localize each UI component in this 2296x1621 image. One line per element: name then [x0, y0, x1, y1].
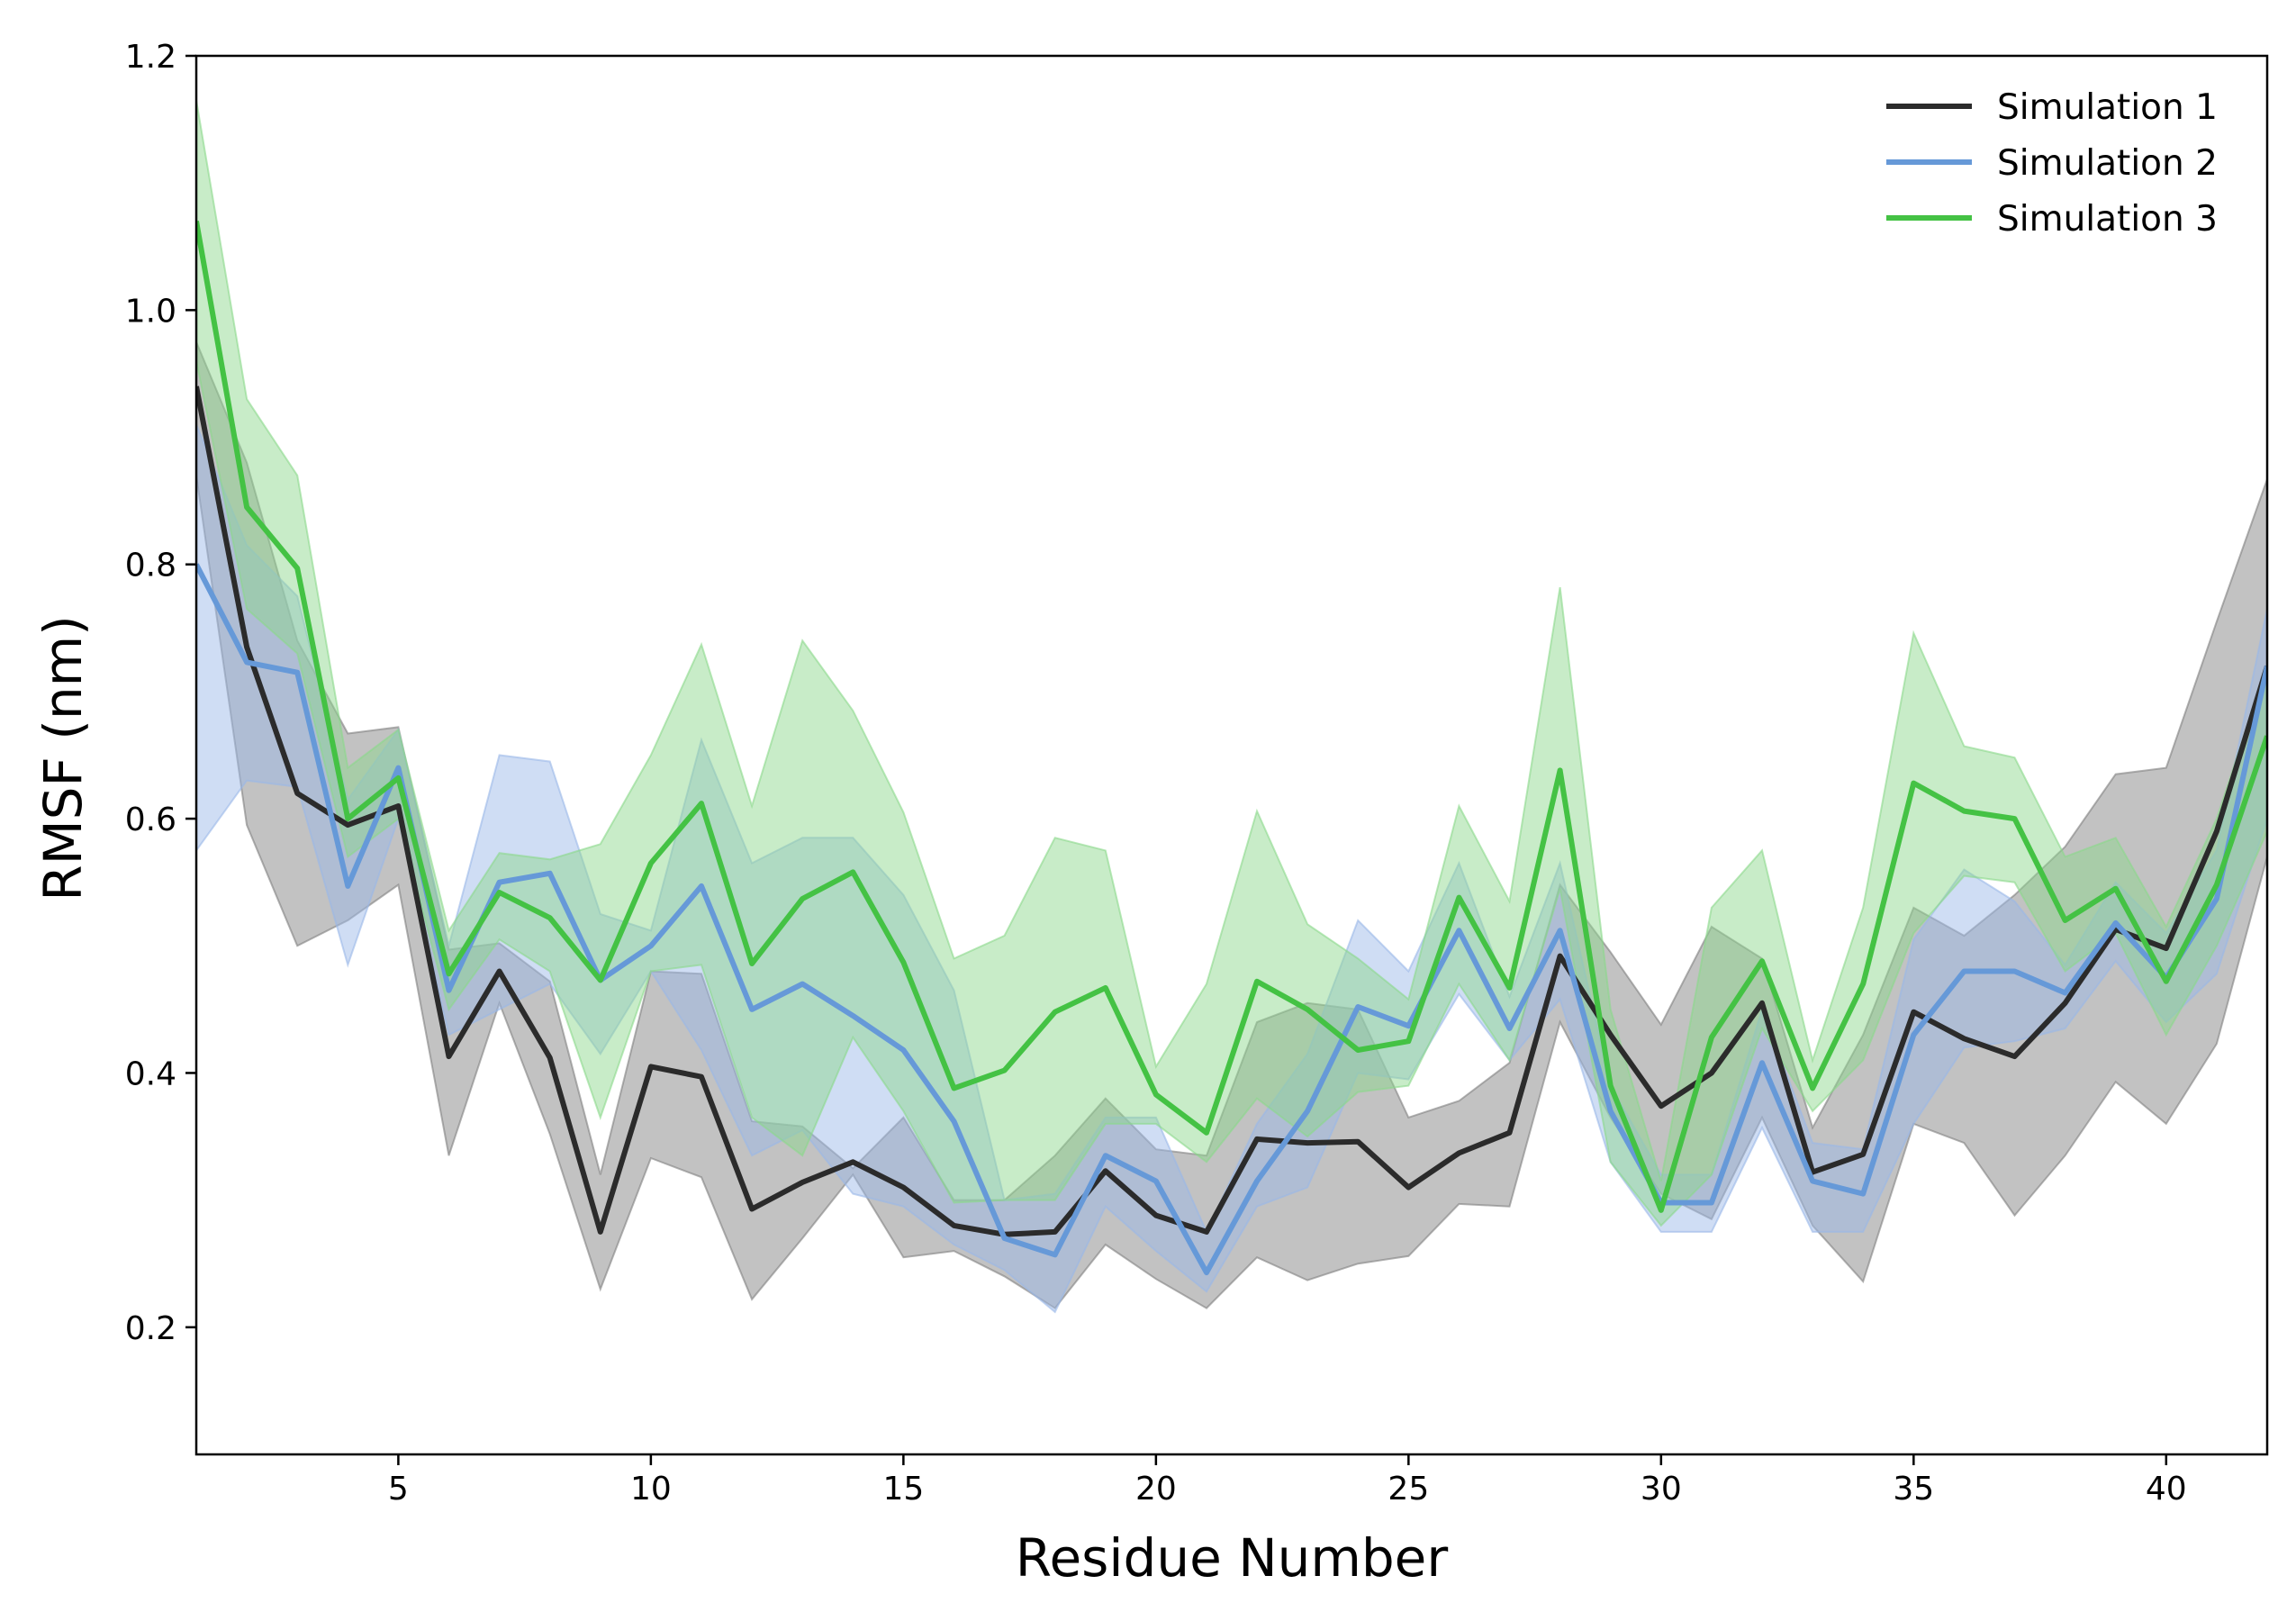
x-tick-label: 5 [388, 1471, 409, 1508]
y-tick-label: 1.2 [125, 39, 176, 76]
plot-frame [194, 54, 2269, 1456]
series-2-line [196, 563, 2267, 1276]
x-tick-label: 30 [1641, 1471, 1682, 1508]
series-3-line [196, 220, 2267, 1213]
x-tick-label: 20 [1135, 1471, 1177, 1508]
y-tick-label: 0.2 [125, 1310, 176, 1347]
series-1-line [196, 385, 2267, 1237]
y-tick-label: 1.0 [125, 293, 176, 330]
legend: Simulation 1 Simulation 2 Simulation 3 [1886, 87, 2218, 240]
legend-label-1: Simulation 1 [1997, 87, 2218, 128]
x-tick-label: 15 [882, 1471, 924, 1508]
x-tick-label: 25 [1388, 1471, 1429, 1508]
y-tick-label: 0.8 [125, 548, 176, 584]
y-tick-label: 0.6 [125, 801, 176, 838]
legend-label-2: Simulation 2 [1997, 143, 2218, 184]
y-axis-title: RMSF (nm) [32, 615, 94, 901]
legend-label-3: Simulation 3 [1997, 199, 2218, 240]
x-axis-title: Residue Number [1016, 1527, 1449, 1589]
y-tick-label: 0.4 [125, 1055, 176, 1092]
x-tick-label: 35 [1893, 1471, 1934, 1508]
x-tick-label: 10 [630, 1471, 672, 1508]
plot-area [194, 54, 2269, 1456]
plot-content [196, 100, 2267, 1314]
series-3-band [196, 100, 2267, 1227]
y-axis: 0.2 0.4 0.6 0.8 1.0 1.2 [125, 39, 196, 1347]
x-axis: 5 10 15 20 25 30 35 40 [388, 1454, 2187, 1508]
x-tick-label: 40 [2146, 1471, 2187, 1508]
